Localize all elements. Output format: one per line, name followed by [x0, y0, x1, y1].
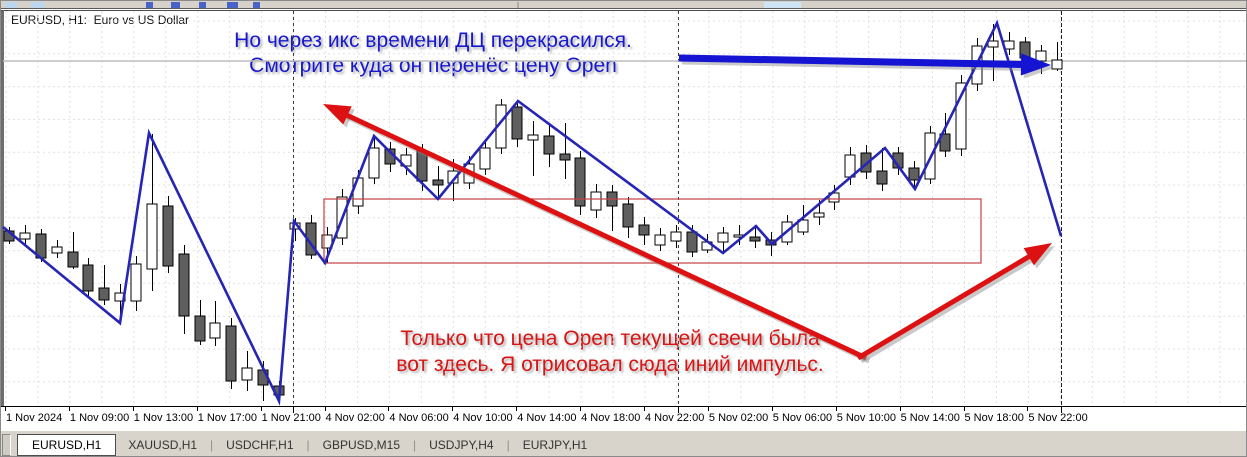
time-axis: 1 Nov 2024 1 Nov 09:00 1 Nov 13:00 1 Nov 17…: [1, 406, 1246, 430]
tab-xauusd-h1[interactable]: XAUUSD,H1: [128, 437, 198, 452]
toolbar-icon-fragment: [253, 2, 260, 8]
time-axis-label: 1 Nov 13:00: [133, 412, 194, 424]
tab-usdjpy-h4[interactable]: USDJPY,H4: [429, 437, 494, 452]
tab-separator: |: [413, 437, 417, 452]
time-axis-tick: [771, 407, 773, 411]
time-axis-label: 5 Nov 18:00: [964, 412, 1024, 424]
toolbar-strip-clipped: [1, 1, 1246, 9]
time-axis-tick: [580, 407, 582, 411]
time-axis-tick: [68, 407, 70, 411]
tab-separator: |: [506, 437, 510, 452]
time-axis-tick: [707, 407, 709, 411]
toolbar-button-fragment: [764, 2, 801, 8]
chart-tabs-bar: EURUSD,H1 XAUUSD,H1 | USDCHF,H1 | GBPUSD,M15 |…: [1, 430, 1246, 456]
time-axis-tick: [516, 407, 518, 411]
time-axis-tick: [132, 407, 134, 411]
tab-separator: |: [210, 437, 214, 452]
toolbar-icon-fragment: [199, 2, 206, 8]
red-annotation-line2: вот здесь. Я отрисовал сюда иний импульс…: [396, 353, 824, 376]
time-axis-label: 5 Nov 02:00: [708, 412, 769, 424]
toolbar-divider: [517, 2, 519, 8]
toolbar-icon-fragment: [171, 2, 180, 8]
day-separator-tick: [1061, 407, 1062, 413]
time-axis-label: 5 Nov 10:00: [836, 412, 897, 424]
chart-area[interactable]: EURUSD, H1: Euro vs US Dollar Но через и…: [1, 10, 1246, 406]
time-axis-tick: [324, 407, 326, 411]
time-axis-tick: [196, 407, 198, 411]
blue-annotation: Но через икс времени ДЦ перекрасился. См…: [171, 28, 695, 78]
time-axis-tick: [5, 407, 6, 411]
chart-title: EURUSD, H1: Euro vs US Dollar: [11, 13, 190, 27]
tab-gbpusd-m15[interactable]: GBPUSD,M15: [322, 437, 400, 452]
time-axis-tick: [1027, 407, 1029, 411]
time-axis-label: 4 Nov 06:00: [389, 412, 449, 424]
time-axis-label: 5 Nov 14:00: [900, 412, 960, 424]
time-axis-label: 1 Nov 09:00: [69, 412, 130, 424]
tab-usdchf-h1[interactable]: USDCHF,H1: [226, 437, 294, 452]
blue-annotation-line2: Смотрите куда он перенёс цену Open: [249, 54, 617, 77]
red-annotation: Только что цена Open текущей свечи была …: [355, 326, 865, 378]
time-axis-tick: [452, 407, 454, 411]
time-axis-label: 4 Nov 10:00: [453, 412, 513, 424]
tabbar-grip[interactable]: [2, 433, 11, 456]
time-axis-label: 1 Nov 17:00: [197, 412, 258, 424]
time-axis-label: 4 Nov 14:00: [517, 412, 577, 424]
time-axis-label: 4 Nov 18:00: [581, 412, 641, 424]
time-axis-tick: [899, 407, 901, 411]
tab-eurusd-h1[interactable]: EURUSD,H1: [17, 433, 117, 456]
toolbar-icon-fragment: [146, 2, 153, 8]
tab-eurjpy-h1[interactable]: EURJPY,H1: [522, 437, 588, 452]
time-axis-label: 4 Nov 22:00: [645, 412, 705, 424]
time-axis-tick: [963, 407, 965, 411]
time-axis-tick: [260, 407, 262, 411]
toolbar-button-fragment: [31, 2, 44, 8]
toolbar-button-fragment: [5, 2, 17, 8]
time-axis-label: 5 Nov 22:00: [1028, 412, 1088, 424]
red-annotation-line1: Только что цена Open текущей свечи была: [400, 327, 820, 350]
time-axis-tick: [388, 407, 390, 411]
time-axis-tick: [835, 407, 837, 411]
time-axis-label: 4 Nov 02:00: [325, 412, 385, 424]
time-axis-tick: [644, 407, 645, 411]
tab-separator: |: [306, 437, 310, 452]
time-axis-label: 1 Nov 21:00: [261, 412, 321, 424]
day-separator-tick: [293, 407, 294, 413]
time-axis-label: 5 Nov 06:00: [772, 412, 833, 424]
time-axis-label: 1 Nov 2024: [6, 412, 63, 424]
toolbar-icon-fragment: [227, 2, 238, 8]
day-separator-tick: [678, 407, 679, 413]
blue-annotation-line1: Но через икс времени ДЦ перекрасился.: [234, 29, 632, 52]
